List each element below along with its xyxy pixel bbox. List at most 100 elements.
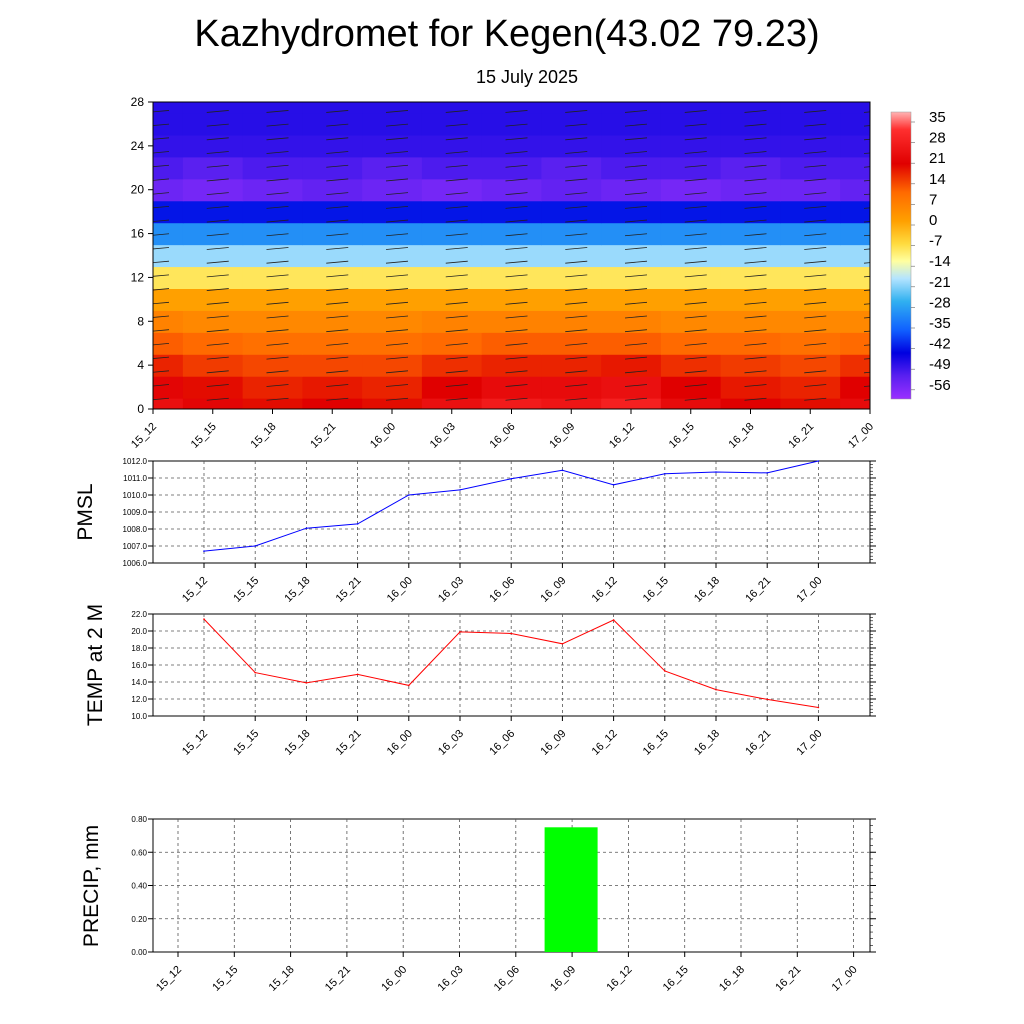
heatmap-cell	[242, 244, 303, 268]
colorbar-label: 28	[929, 130, 946, 147]
wind-barb	[445, 151, 468, 154]
heatmap-cell	[541, 244, 602, 268]
heatmap-cell	[601, 376, 662, 399]
wind-barb	[445, 178, 468, 182]
heatmap-cell	[660, 244, 722, 268]
heatmap-cell	[660, 398, 722, 409]
colorbar-label: 0	[929, 212, 937, 229]
wind-barb	[505, 247, 528, 250]
heatmap-cell	[780, 102, 841, 114]
xtick-label: 15_12	[154, 964, 184, 994]
heatmap-cells	[153, 102, 870, 409]
wind-barb	[505, 397, 528, 401]
wind-barb	[385, 315, 409, 319]
heatmap-ytick-label: 28	[131, 95, 145, 109]
wind-barb	[565, 123, 588, 127]
wind-barb	[445, 123, 468, 127]
heatmap-ytick-label: 4	[137, 358, 144, 372]
wind-barb	[744, 288, 767, 291]
heatmap-cell	[242, 102, 303, 114]
heatmap-cell	[481, 398, 542, 409]
wind-barb	[266, 233, 289, 237]
wind-barb	[565, 356, 588, 360]
temp-point	[715, 688, 717, 691]
wind-barb	[326, 384, 349, 387]
heatmap-cell	[421, 102, 483, 114]
heatmap-cell	[601, 134, 662, 158]
wind-barb	[266, 260, 289, 264]
ytick-label: 1006.0	[123, 559, 148, 568]
wind-barb	[266, 247, 289, 250]
heatmap-cell	[481, 376, 542, 399]
heatmap-cell	[660, 112, 722, 136]
wind-barb	[684, 356, 707, 360]
wind-barb	[565, 164, 588, 168]
heatmap-cell	[780, 200, 841, 224]
heatmap-cell	[541, 266, 602, 289]
wind-barb	[804, 329, 827, 333]
heatmap-cell	[660, 200, 722, 224]
xtick-label: 15_18	[282, 575, 312, 605]
temp-point	[766, 698, 768, 701]
heatmap-cell	[182, 398, 244, 409]
heatmap-cell	[362, 354, 423, 377]
wind-barb	[804, 397, 827, 401]
wind-barb	[863, 111, 870, 113]
heatmap-cell	[182, 134, 244, 158]
wind-barb	[266, 288, 289, 291]
heatmap-cell	[153, 398, 184, 409]
xtick-label: 16_06	[487, 575, 517, 605]
wind-barb	[326, 110, 349, 113]
wind-barb	[266, 205, 289, 209]
wind-barb	[863, 166, 870, 168]
heatmap-cell	[302, 310, 363, 333]
heatmap-cell	[362, 376, 423, 399]
heatmap-cell	[242, 310, 303, 333]
heatmap-xtick-label: 15_15	[189, 421, 219, 451]
wind-barb	[266, 192, 289, 196]
wind-barb	[326, 247, 349, 250]
heatmap-xtick-label: 16_12	[607, 421, 637, 451]
wind-barb	[206, 315, 229, 319]
wind-barb	[624, 233, 648, 237]
wind-barb	[624, 260, 648, 264]
heatmap-cell	[840, 266, 870, 289]
wind-barb	[863, 193, 870, 196]
wind-barb	[624, 384, 648, 387]
wind-barb	[565, 192, 588, 196]
heatmap-cell	[660, 134, 722, 158]
heatmap-cell	[242, 200, 303, 224]
heatmap-ytick-label: 24	[131, 139, 145, 153]
wind-barb	[804, 123, 827, 127]
colorbar-label: 7	[929, 191, 937, 208]
wind-barb	[206, 219, 229, 223]
wind-barb	[624, 343, 648, 346]
wind-barb	[206, 233, 229, 237]
colorbar-label: -21	[929, 274, 951, 291]
heatmap-cell	[481, 102, 542, 114]
heatmap-ytick-label: 0	[137, 402, 144, 416]
heatmap-cell	[421, 156, 483, 180]
heatmap-cell	[840, 288, 870, 311]
wind-barb	[744, 178, 767, 182]
heatmap-cell	[242, 354, 303, 377]
heatmap-xtick-label: 16_18	[727, 421, 757, 451]
wind-barb	[863, 317, 870, 319]
wind-barb	[684, 343, 707, 346]
heatmap-cell	[182, 222, 244, 246]
precip-panel: 0.00 0.20 0.40 0.60 0.80 15_12 15_15 15_18 15_21…	[80, 815, 876, 994]
heatmap-cell	[481, 288, 542, 311]
heatmap-cell	[421, 178, 483, 202]
wind-barb	[153, 384, 170, 387]
wind-barb	[624, 329, 648, 333]
heatmap-cell	[840, 156, 870, 180]
wind-barb	[266, 315, 289, 319]
wind-barb	[684, 205, 707, 209]
heatmap-cell	[362, 134, 423, 158]
heatmap-cell	[660, 376, 722, 399]
wind-barb	[385, 219, 409, 223]
wind-barb	[565, 329, 588, 333]
heatmap-cell	[362, 178, 423, 202]
wind-barb	[505, 343, 528, 346]
heatmap-cell	[601, 112, 662, 136]
